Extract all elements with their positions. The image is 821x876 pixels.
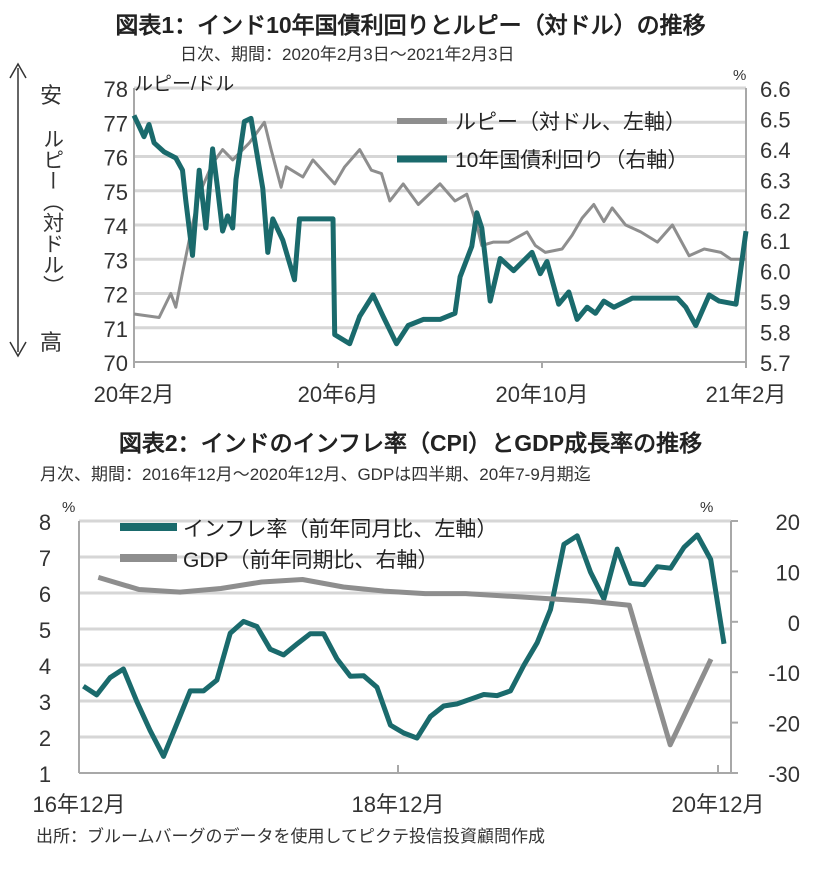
y-right-tick-label: 6.3	[760, 168, 791, 193]
x-tick-label: 21年2月	[706, 382, 787, 407]
y-right-tick-label: 6.2	[760, 199, 791, 224]
y-left-tick-label: 72	[104, 283, 128, 308]
axis-label-rupee: ルピー（対ドル）	[41, 128, 65, 296]
y-left-tick-label: 2	[39, 726, 51, 751]
y-left-tick-label: 1	[39, 762, 51, 787]
right-unit-label: %	[700, 499, 713, 516]
legend-label-rupee: ルピー（対ドル、左軸）	[455, 111, 686, 134]
rupee-line	[133, 120, 746, 319]
chart2-title: 図表2：インドのインフレ率（CPI）とGDP成長率の推移	[118, 430, 703, 456]
y-right-tick-label: 20	[776, 510, 800, 535]
y-left-tick-label: 74	[104, 214, 128, 239]
y-left-tick-label: 7	[39, 546, 51, 571]
y-right-tick-label: 6.6	[760, 77, 791, 102]
x-tick-label: 20年12月	[672, 792, 765, 817]
y-right-tick-label: 6.5	[760, 107, 791, 132]
y-right-tick-label: 5.9	[760, 290, 791, 315]
y-right-tick-label: 0	[788, 611, 800, 636]
y-left-tick-label: 5	[39, 618, 51, 643]
x-tick-label: 18年12月	[352, 792, 445, 817]
y-left-tick-label: 75	[104, 180, 128, 205]
y-left-tick-label: 3	[39, 690, 51, 715]
y-left-tick-label: 77	[104, 111, 128, 136]
y-right-tick-label: -30	[768, 762, 800, 787]
axis-label-cheap: 安	[40, 83, 62, 108]
double-arrow-heads	[9, 62, 27, 358]
y-left-tick-label: 78	[104, 77, 128, 102]
left-unit-label: ルピー/ドル	[134, 74, 234, 95]
y-right-tick-label: 5.8	[760, 321, 791, 346]
y-right-tick-label: 6.0	[760, 260, 791, 285]
source-note: 出所：ブルームバーグのデータを使用してピクテ投信投資顧問作成	[36, 827, 545, 846]
y-left-tick-label: 6	[39, 582, 51, 607]
x-tick-label: 20年6月	[298, 382, 379, 407]
gdp-line	[97, 575, 714, 748]
legend-label-inflation: インフレ率（前年同月比、左軸）	[183, 518, 497, 541]
y-left-tick-label: 70	[104, 351, 128, 376]
y-right-tick-label: -10	[768, 661, 800, 686]
yield-line	[131, 114, 749, 347]
y-right-tick-label: 6.1	[760, 229, 791, 254]
y-right-tick-label: 5.7	[760, 351, 791, 376]
y-right-tick-label: -20	[768, 712, 800, 737]
y-left-tick-label: 76	[104, 146, 128, 171]
y-left-tick-label: 71	[104, 317, 128, 342]
right-unit-label: %	[733, 67, 746, 84]
y-right-tick-label: 6.4	[760, 138, 791, 163]
legend-label-gdp: GDP（前年同期比、右軸）	[183, 549, 439, 572]
y-left-tick-label: 8	[39, 510, 51, 535]
x-tick-label: 16年12月	[33, 792, 126, 817]
axis-label-expensive: 高	[40, 330, 62, 355]
chart1-title: 図表1：インド10年国債利回りとルピー（対ドル）の推移	[115, 12, 706, 38]
inflation-line	[82, 532, 727, 759]
left-unit-label: %	[62, 499, 75, 516]
chart2-subtitle: 月次、期間：2016年12月～2020年12月、GDPは四半期、20年7-9月期…	[40, 465, 591, 484]
legend-label-yield: 10年国債利回り（右軸）	[455, 149, 688, 172]
y-left-tick-label: 73	[104, 248, 128, 273]
x-tick-label: 20年10月	[496, 382, 589, 407]
y-left-tick-label: 4	[39, 654, 51, 679]
x-tick-label: 20年2月	[94, 382, 175, 407]
chart1-subtitle: 日次、期間：2020年2月3日～2021年2月3日	[180, 45, 515, 64]
y-right-tick-label: 10	[776, 560, 800, 585]
